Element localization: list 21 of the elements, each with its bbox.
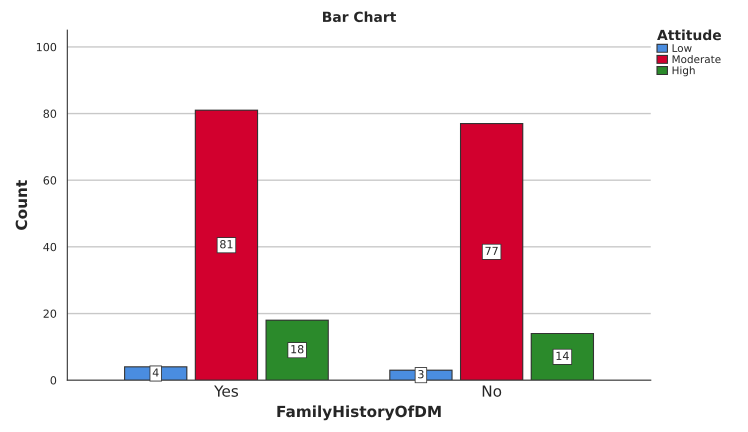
data-label: 18 [291, 344, 304, 354]
legend-label: High [672, 66, 695, 76]
data-label: 77 [485, 246, 498, 255]
legend-label: Moderate [672, 55, 721, 64]
legend-label: Low [672, 44, 692, 52]
y-tick-label: 60 [44, 176, 56, 185]
y-axis-title: Count [16, 180, 28, 230]
x-tick-label: No [482, 385, 502, 397]
chart-title: Bar Chart [323, 11, 396, 22]
x-tick-label: Yes [214, 385, 238, 397]
data-label: 81 [220, 240, 232, 248]
data-label: 4 [152, 368, 159, 377]
data-label: 14 [556, 352, 569, 360]
y-tick-label: 20 [44, 309, 56, 318]
y-tick-label: 0 [50, 376, 56, 385]
legend-title: Attitude [657, 29, 722, 40]
y-tick-label: 40 [43, 242, 56, 252]
y-tick-label: 100 [36, 42, 56, 52]
x-axis-title: FamilyHistoryOfDM [277, 405, 441, 420]
data-label: 3 [418, 370, 424, 378]
y-tick-label: 80 [44, 110, 56, 118]
